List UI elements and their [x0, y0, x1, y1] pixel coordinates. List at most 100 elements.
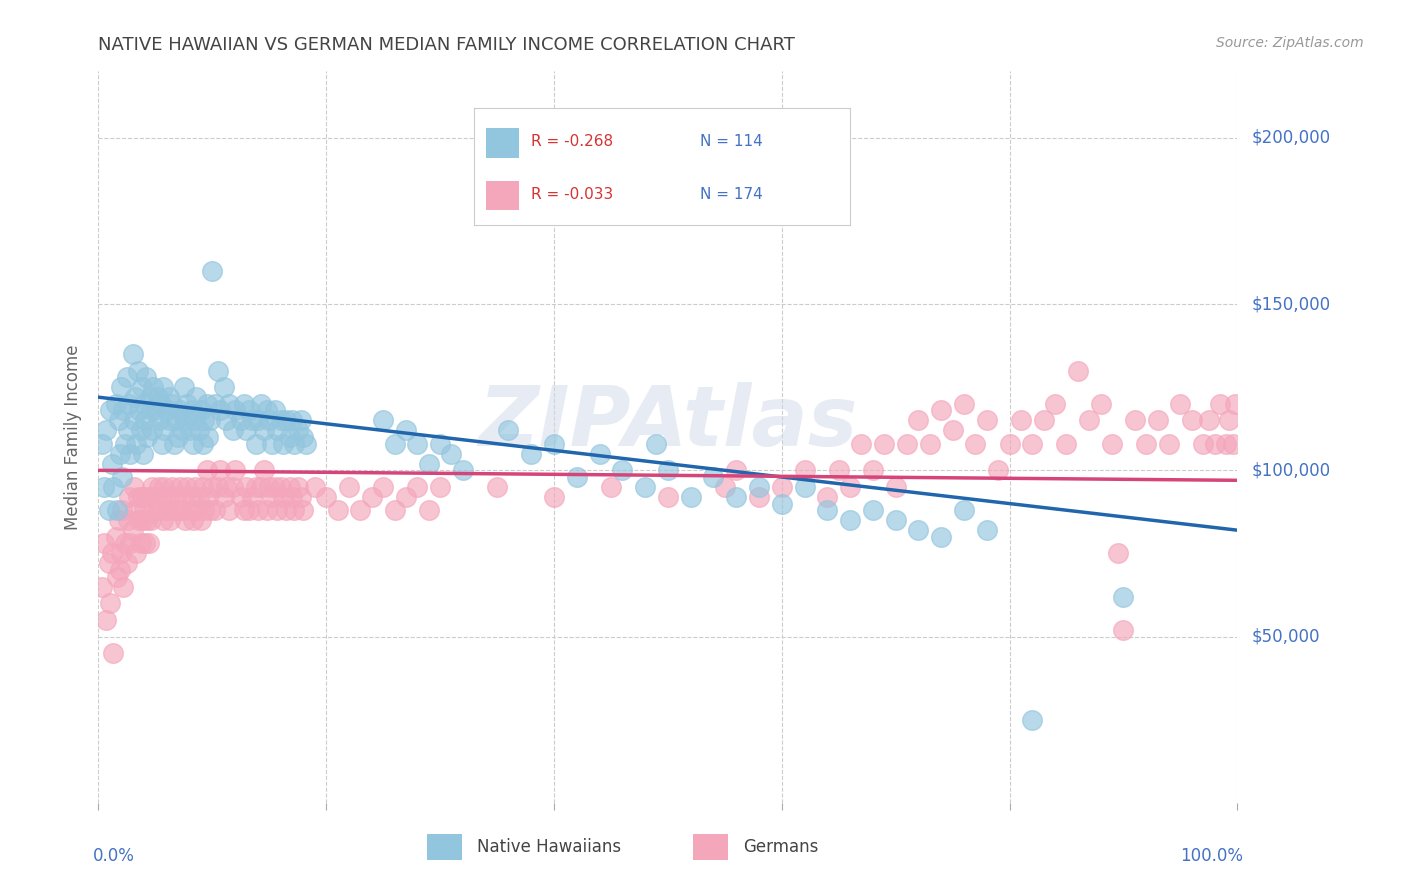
Point: [159, 513, 181, 527]
Point: [93, 536, 115, 550]
Point: [93, 480, 115, 494]
Point: [266, 424, 288, 438]
Point: [120, 536, 142, 550]
Point: [138, 536, 160, 550]
Point: [942, 424, 965, 438]
Point: [110, 380, 132, 394]
Point: [190, 403, 212, 417]
Point: [118, 397, 141, 411]
Point: [173, 490, 195, 504]
Text: $100,000: $100,000: [1251, 461, 1330, 479]
Point: [259, 413, 281, 427]
Point: [714, 480, 737, 494]
Point: [1101, 436, 1123, 450]
Point: [218, 503, 240, 517]
Point: [1170, 397, 1192, 411]
Point: [170, 503, 193, 517]
Point: [174, 413, 197, 427]
Point: [873, 436, 896, 450]
Point: [201, 264, 224, 278]
Point: [114, 436, 136, 450]
Point: [770, 480, 793, 494]
Point: [115, 370, 138, 384]
Point: [159, 413, 181, 427]
Point: [157, 390, 180, 404]
Point: [146, 503, 169, 517]
Text: Source: ZipAtlas.com: Source: ZipAtlas.com: [1216, 36, 1364, 50]
Point: [207, 363, 229, 377]
Point: [266, 503, 288, 517]
Point: [645, 436, 668, 450]
Text: $150,000: $150,000: [1251, 295, 1330, 313]
Point: [112, 580, 135, 594]
Point: [1112, 590, 1135, 604]
Point: [326, 503, 349, 517]
Point: [146, 390, 169, 404]
Text: $200,000: $200,000: [1251, 128, 1330, 147]
Point: [588, 447, 610, 461]
Point: [121, 347, 143, 361]
Point: [193, 436, 215, 450]
Point: [600, 480, 623, 494]
Point: [186, 390, 208, 404]
Point: [180, 403, 202, 417]
Point: [406, 480, 429, 494]
Point: [634, 480, 657, 494]
Point: [209, 463, 232, 477]
Point: [270, 480, 292, 494]
Point: [112, 403, 135, 417]
Point: [170, 424, 193, 438]
Point: [1157, 436, 1180, 450]
Point: [193, 503, 215, 517]
Point: [278, 480, 301, 494]
Point: [406, 436, 429, 450]
Text: NATIVE HAWAIIAN VS GERMAN MEDIAN FAMILY INCOME CORRELATION CHART: NATIVE HAWAIIAN VS GERMAN MEDIAN FAMILY …: [98, 36, 796, 54]
Point: [124, 503, 146, 517]
Point: [108, 513, 131, 527]
Point: [181, 513, 204, 527]
Point: [987, 463, 1010, 477]
Point: [384, 436, 406, 450]
Point: [270, 413, 292, 427]
Point: [110, 546, 132, 560]
Point: [197, 490, 219, 504]
Point: [1218, 413, 1240, 427]
Point: [224, 463, 246, 477]
Point: [105, 570, 128, 584]
Point: [212, 380, 235, 394]
Point: [283, 503, 305, 517]
Point: [127, 490, 149, 504]
Point: [839, 480, 862, 494]
Point: [131, 380, 153, 394]
Point: [132, 503, 155, 517]
Point: [179, 503, 201, 517]
Point: [111, 503, 134, 517]
Point: [135, 490, 157, 504]
Point: [565, 470, 588, 484]
Point: [198, 503, 221, 517]
Point: [953, 397, 976, 411]
Point: [129, 536, 152, 550]
Point: [256, 403, 278, 417]
Point: [281, 413, 304, 427]
Point: [145, 490, 167, 504]
Point: [193, 480, 215, 494]
Point: [128, 513, 150, 527]
Point: [162, 397, 184, 411]
Point: [131, 490, 153, 504]
Point: [271, 490, 294, 504]
Point: [976, 523, 998, 537]
Point: [245, 436, 267, 450]
Point: [260, 490, 283, 504]
Point: [187, 490, 209, 504]
Point: [276, 503, 298, 517]
Point: [222, 480, 245, 494]
Point: [1123, 413, 1146, 427]
Point: [128, 403, 150, 417]
Point: [1032, 413, 1054, 427]
Point: [1135, 436, 1157, 450]
Point: [174, 513, 197, 527]
Point: [440, 447, 463, 461]
Point: [1010, 413, 1032, 427]
Point: [142, 380, 165, 394]
